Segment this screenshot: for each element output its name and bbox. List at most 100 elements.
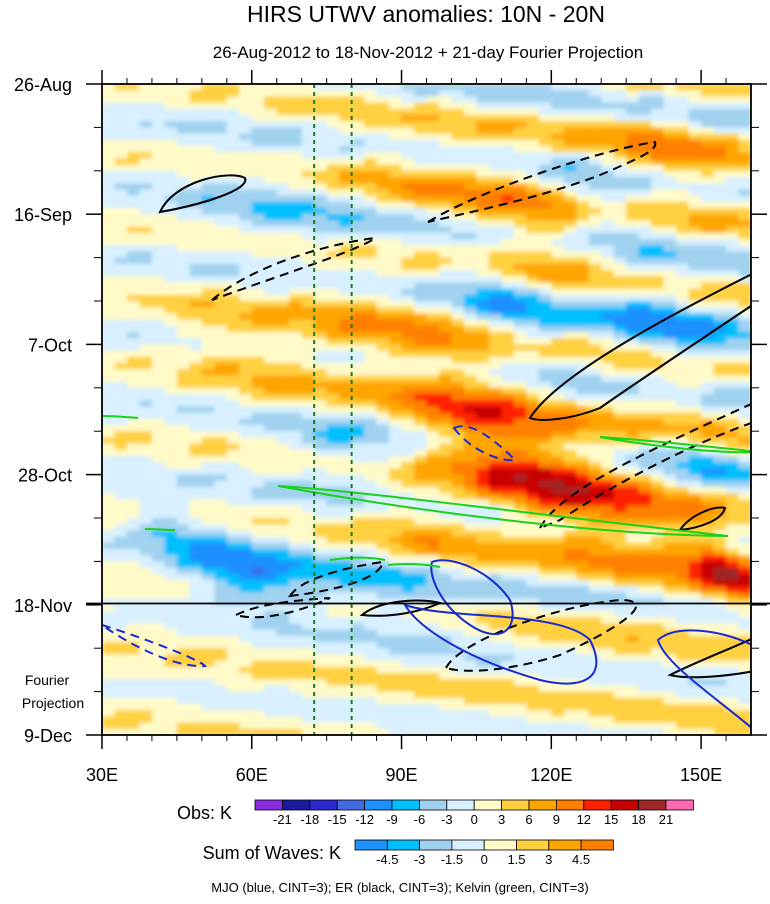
field-cell [164,276,178,283]
field-cell [102,493,116,500]
field-cell [126,604,141,612]
field-cell [551,573,565,581]
field-cell [526,555,540,562]
field-cell [414,654,428,662]
field-cell [488,549,502,556]
field-cell [526,257,540,265]
field-cell [526,604,540,612]
field-cell [389,108,403,116]
field-cell [651,549,665,556]
field-cell [264,437,278,445]
field-cell [726,567,740,575]
field-cell [139,431,153,438]
field-cell [276,648,290,655]
field-cell [463,96,478,104]
field-cell [451,487,465,494]
field-cell [189,375,203,383]
field-cell [351,239,365,246]
field-cell [738,381,751,389]
field-cell [551,505,565,513]
field-cell [176,183,190,190]
field-cell [251,567,265,575]
field-cell [613,183,627,190]
field-cell [676,654,690,662]
field-cell [226,201,240,209]
field-cell [114,245,128,252]
field-cell [114,288,128,296]
field-cell [139,493,153,500]
field-cell [701,511,715,519]
field-cell [563,127,577,135]
field-cell [389,146,403,153]
field-cell [688,592,702,600]
field-cell [563,338,577,345]
field-cell [576,232,590,240]
field-cell [563,511,577,519]
field-cell [651,232,665,240]
field-cell [688,170,702,178]
field-cell [351,387,365,395]
field-cell [613,208,627,215]
field-cell [239,592,253,600]
field-cell [613,90,627,97]
field-cell [451,369,465,376]
field-cell [726,208,740,215]
field-cell [189,195,203,203]
field-cell [638,499,652,507]
field-cell [301,511,315,519]
field-cell [389,418,403,426]
field-cell [676,152,690,159]
field-cell [601,226,615,234]
field-cell [151,344,165,352]
field-cell [638,549,652,556]
field-cell [214,108,228,116]
field-cell [114,189,128,197]
field-cell [364,480,378,488]
field-cell [476,530,490,538]
field-cell [651,456,665,463]
field-cell [651,666,665,674]
field-cell [126,487,141,494]
field-cell [663,660,677,668]
field-cell [102,418,116,426]
field-cell [114,493,128,500]
field-cell [102,164,116,172]
field-cell [638,325,652,333]
field-cell [613,567,627,575]
field-cell [613,456,627,463]
field-cell [151,474,165,482]
field-cell [201,257,215,265]
field-cell [239,586,253,593]
field-cell [663,282,677,290]
field-cell [451,319,465,327]
field-cell [538,177,552,184]
field-cell [726,518,740,525]
field-cell [601,611,615,618]
field-cell [526,332,540,339]
field-cell [351,511,365,519]
field-cell [563,170,577,178]
field-cell [663,418,677,426]
field-cell [126,84,141,91]
field-cell [551,239,565,246]
field-cell [451,437,465,445]
field-cell [351,251,365,259]
field-cell [339,642,353,649]
field-cell [701,164,715,172]
field-cell [114,394,128,401]
field-cell [488,474,502,482]
field-cell [326,443,340,451]
field-cell [651,468,665,476]
field-cell [576,635,590,643]
field-cell [276,350,290,358]
field-cell [276,183,290,190]
field-cell [364,332,378,339]
field-cell [713,468,727,476]
field-cell [276,629,290,637]
field-cell [151,381,165,389]
field-cell [151,412,165,420]
field-cell [651,251,665,259]
field-cell [226,189,240,197]
field-cell [626,536,640,544]
field-cell [501,257,515,265]
